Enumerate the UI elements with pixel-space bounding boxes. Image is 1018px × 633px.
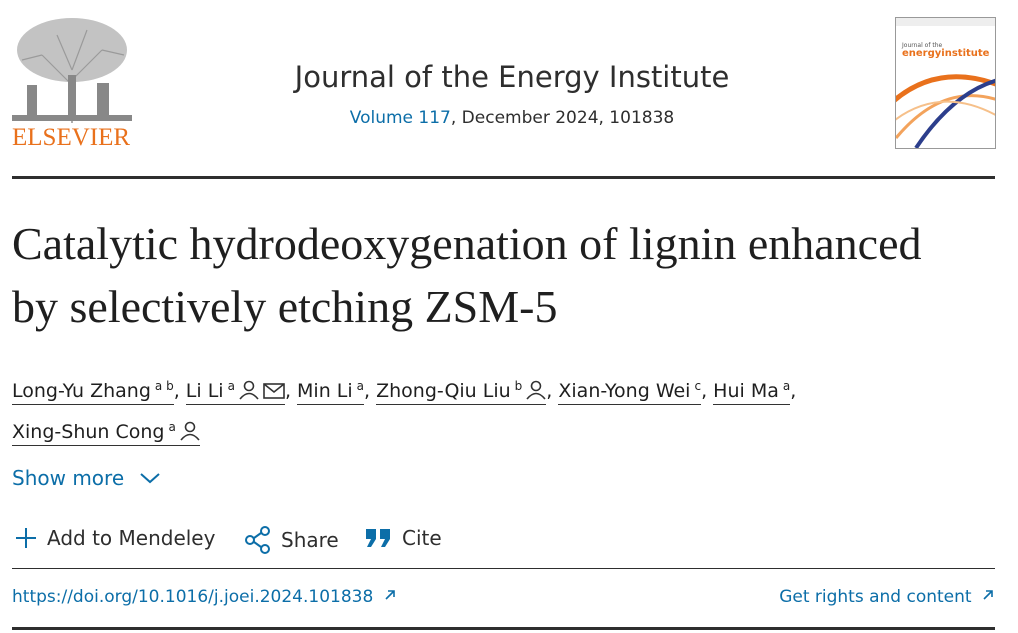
cover-line1: Journal of the	[902, 42, 943, 49]
share[interactable]: Share	[244, 526, 339, 554]
person-icon	[526, 380, 546, 400]
separator: ,	[364, 380, 371, 402]
volume-line: Volume 117, December 2024, 101838	[200, 108, 824, 128]
action-label: Cite	[402, 526, 442, 550]
separator: ,	[701, 380, 708, 402]
author[interactable]: Hui Ma a	[713, 379, 791, 405]
separator: ,	[546, 380, 553, 402]
volume-link[interactable]: Volume 117	[349, 108, 451, 128]
author-name: Xian-Yong Wei	[558, 380, 691, 402]
affiliation: c	[694, 379, 702, 393]
separator: ,	[790, 380, 797, 402]
cover-art	[896, 18, 995, 148]
author-name: Hui Ma	[713, 380, 779, 402]
rights-link[interactable]: Get rights and content	[779, 587, 995, 607]
external-arrow	[385, 590, 395, 600]
affiliation: a	[227, 379, 235, 393]
author[interactable]: Zhong-Qiu Liu b	[376, 379, 547, 405]
author[interactable]: Xian-Yong Wei c	[558, 379, 702, 405]
author-name: Long-Yu Zhang	[12, 380, 151, 402]
rights-text: Get rights and content	[779, 587, 972, 607]
cite[interactable]: Cite	[365, 526, 442, 550]
author-list: Long-Yu Zhang a b, Li Li a, Min Li a, Zhong…	[12, 368, 972, 450]
external-arrow	[983, 590, 993, 600]
divider	[12, 627, 995, 630]
journal-title[interactable]: Journal of the Energy Institute	[294, 60, 730, 94]
affiliation: b	[514, 379, 523, 393]
author[interactable]: Min Li a	[297, 379, 365, 405]
author[interactable]: Long-Yu Zhang a b	[12, 379, 174, 405]
person-icon	[180, 421, 200, 441]
chevron-down	[139, 473, 160, 484]
author[interactable]: Xing-Shun Cong a	[12, 420, 200, 446]
share-icon	[245, 526, 270, 554]
publisher-logo: ELSEVIER	[12, 124, 131, 151]
action-label: Share	[281, 528, 339, 552]
add-to-mendeley[interactable]: Add to Mendeley	[14, 526, 215, 550]
journal-cover[interactable]: Journal of the energyinstitute	[895, 17, 996, 149]
author-name: Zhong-Qiu Liu	[376, 380, 511, 402]
show-more[interactable]: Show more	[12, 466, 161, 490]
cover-line2: energyinstitute	[902, 48, 990, 59]
issue-info: , December 2024, 101838	[450, 108, 675, 128]
affiliation: a	[782, 379, 791, 393]
show-more-label: Show more	[12, 466, 125, 490]
action-label: Add to Mendeley	[47, 526, 216, 550]
doi-link[interactable]: https://doi.org/10.1016/j.joei.2024.1018…	[12, 587, 397, 607]
logo-tree	[12, 18, 132, 123]
author-name: Xing-Shun Cong	[12, 421, 165, 443]
affiliation: a	[356, 379, 365, 393]
quote-icon	[366, 529, 390, 547]
doi-text: https://doi.org/10.1016/j.joei.2024.1018…	[12, 587, 374, 607]
divider	[12, 568, 995, 569]
email-icon	[263, 383, 285, 399]
plus-icon	[16, 528, 36, 548]
affiliation: a b	[154, 379, 174, 393]
divider	[12, 176, 995, 179]
author-name: Li Li	[185, 380, 224, 402]
separator: ,	[284, 380, 291, 402]
affiliation: a	[168, 420, 176, 434]
author[interactable]: Li Li a	[185, 379, 285, 405]
article-title: Catalytic hydrodeoxygenation of lignin e…	[12, 218, 922, 332]
separator: ,	[173, 380, 180, 402]
author-name: Min Li	[297, 380, 353, 402]
person-icon	[239, 380, 259, 400]
